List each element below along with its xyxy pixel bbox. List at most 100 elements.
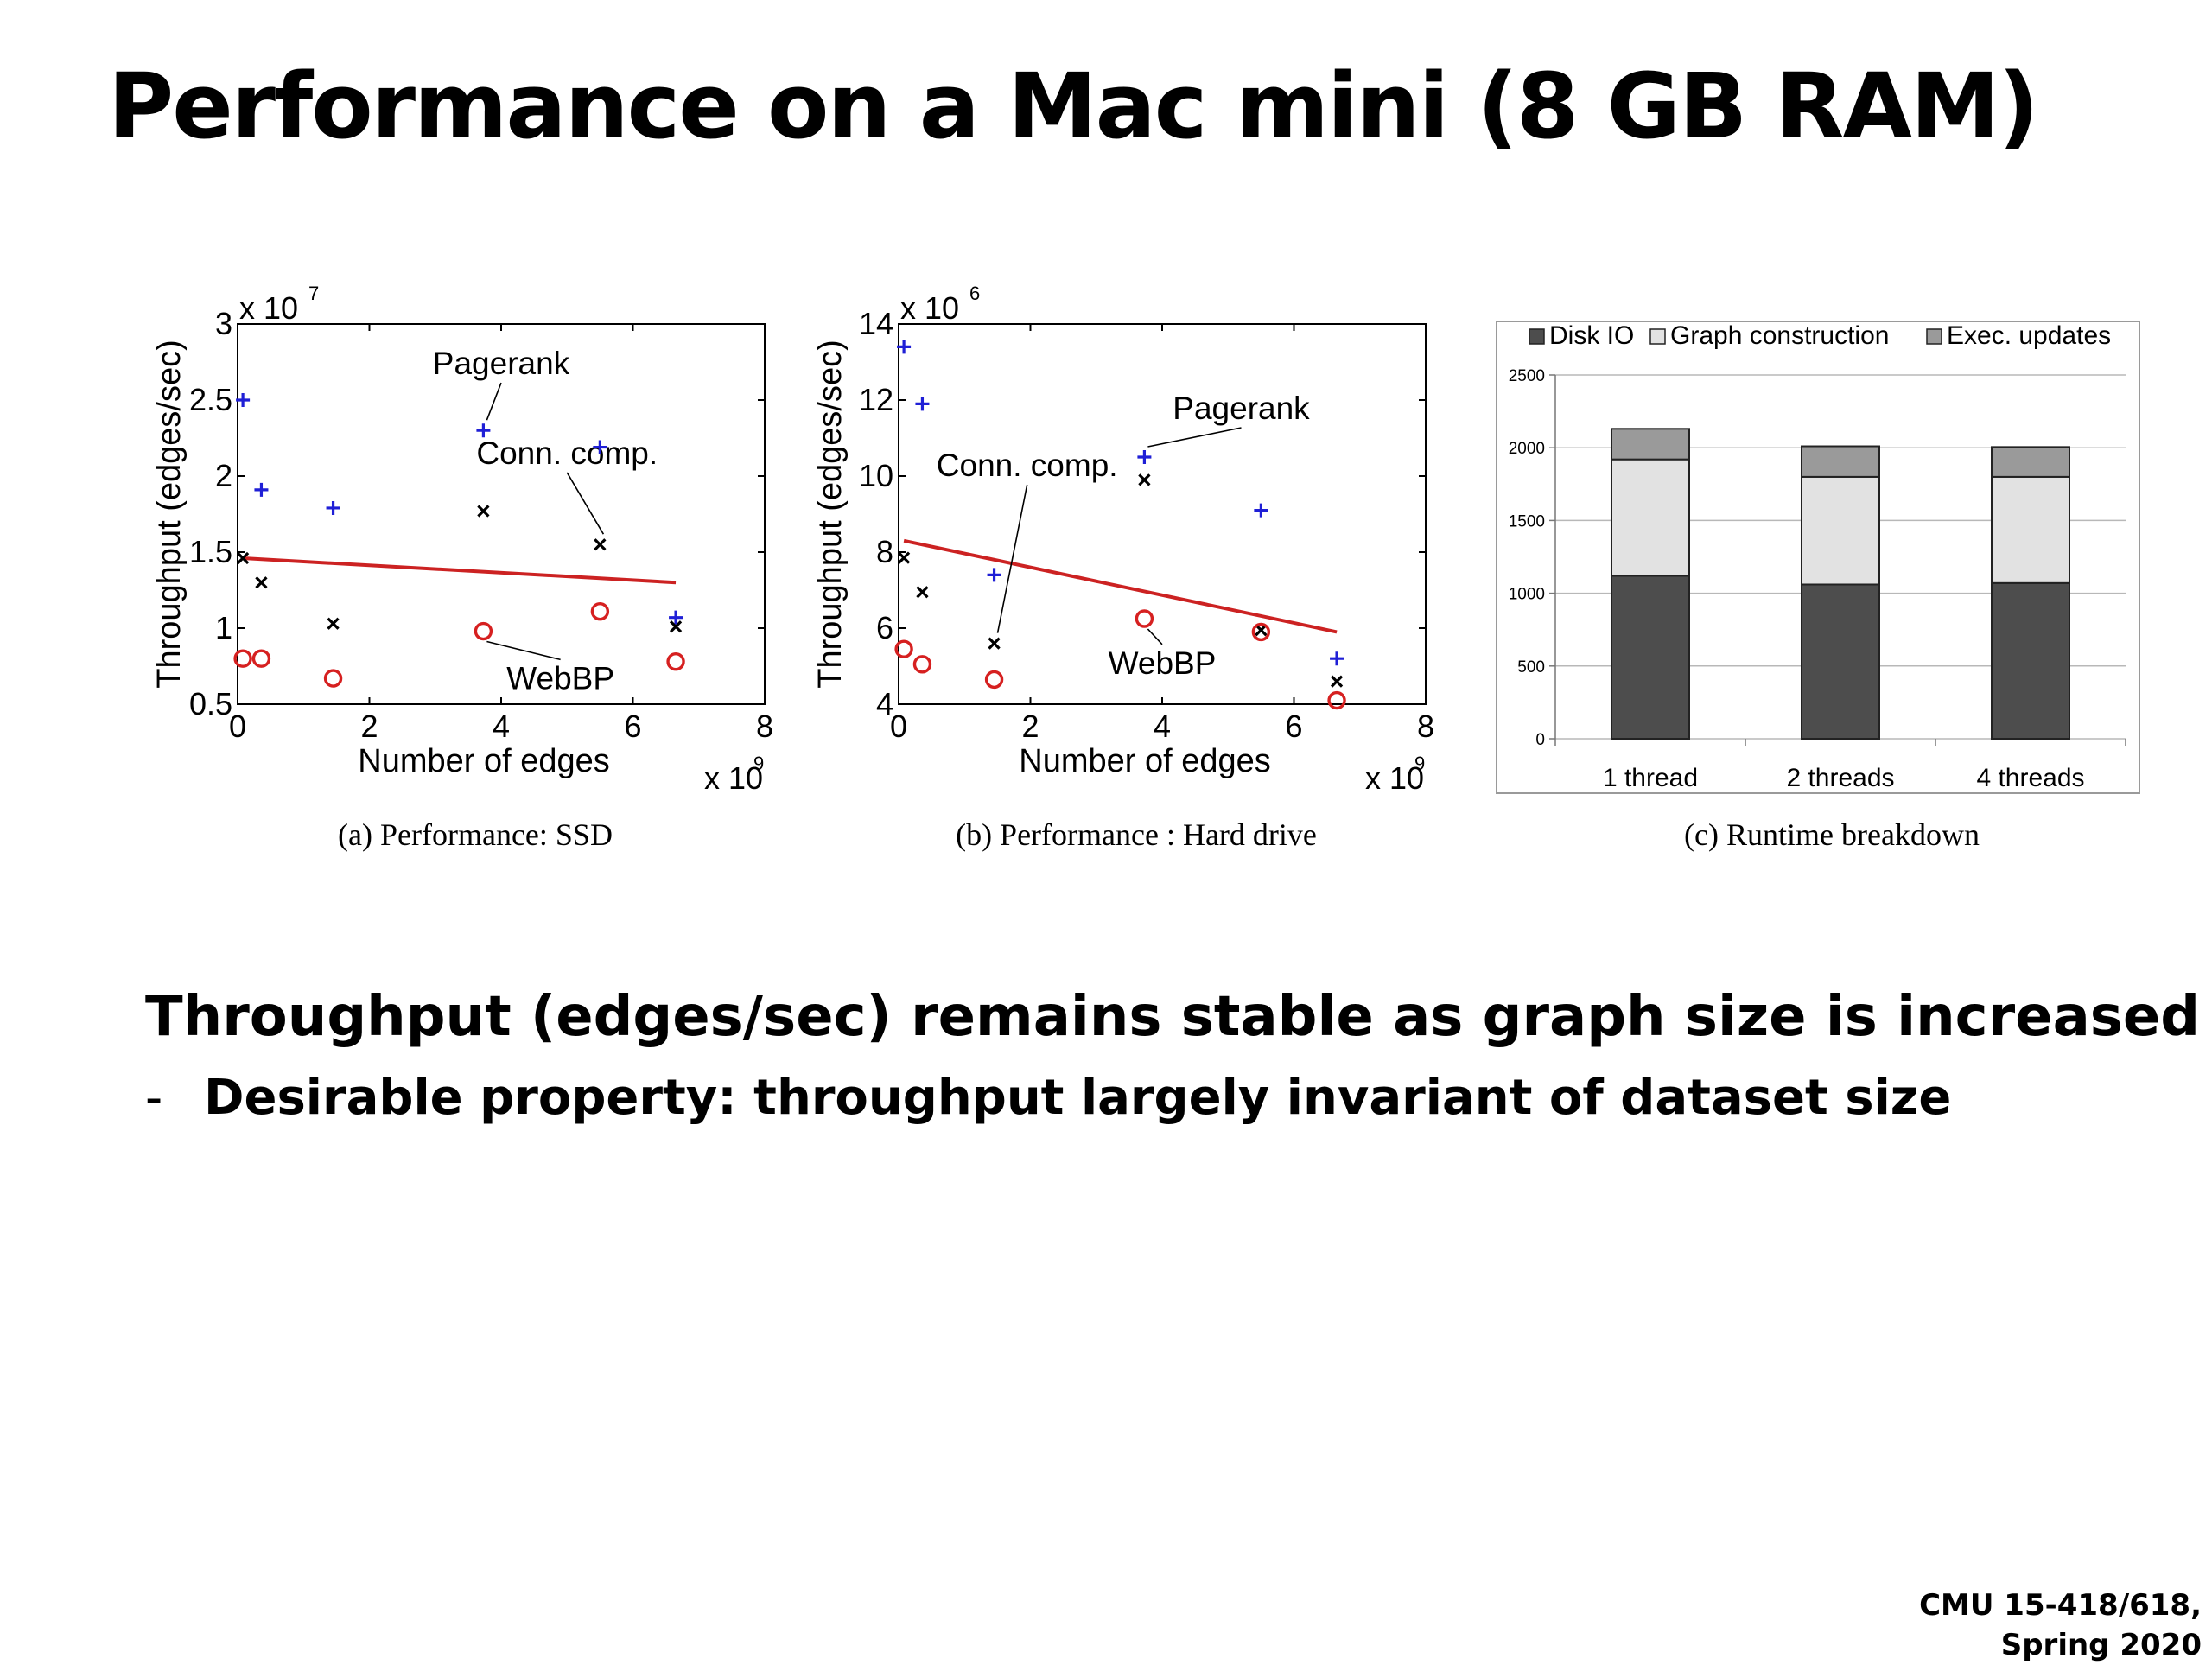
- y-tick-label: 10: [859, 458, 893, 493]
- bar-segment: [1991, 446, 2070, 478]
- x-exponent-label: 9: [753, 753, 764, 774]
- caption-c: (c) Runtime breakdown: [1684, 817, 1980, 852]
- annotation-label: WebBP: [506, 660, 614, 696]
- x-multiplier-label: x 10: [1365, 760, 1424, 796]
- y-tick-label: 4: [876, 686, 893, 721]
- data-point-pagerank: [236, 393, 251, 407]
- footer-course: CMU 15-418/618,: [1919, 1588, 2202, 1623]
- y-tick-label: 2500: [1509, 367, 1545, 385]
- x-tick-label: 8: [1417, 709, 1434, 744]
- data-point-conn-comp: [916, 586, 929, 599]
- footer-term: Spring 2020: [2000, 1628, 2202, 1662]
- data-point-webbp: [666, 652, 685, 671]
- x-multiplier-label: x 10: [704, 760, 763, 796]
- data-point-webbp: [474, 621, 493, 641]
- data-point-conn-comp: [1330, 675, 1344, 688]
- data-point-conn-comp: [594, 538, 607, 551]
- x-tick-label: 0: [890, 709, 907, 744]
- data-point-pagerank: [476, 423, 491, 438]
- data-point-pagerank: [669, 610, 683, 625]
- caption-a: (a) Performance: SSD: [338, 817, 613, 852]
- data-point-webbp: [251, 649, 271, 668]
- data-point-conn-comp: [236, 551, 250, 565]
- data-point-pagerank: [897, 340, 912, 354]
- bar-segment: [1801, 475, 1880, 586]
- data-point-webbp: [590, 601, 610, 621]
- y-tick-label: 3: [215, 306, 232, 341]
- data-point-conn-comp: [988, 637, 1001, 650]
- annotation-label: WebBP: [1109, 645, 1217, 681]
- bar-segment: [1801, 445, 1880, 478]
- figure-c: 0 500 1000 1500 2000 2500 1 thread 2 threads 4 t…: [1495, 268, 2169, 873]
- y-axis-label: Throughput (edges/sec): [812, 340, 849, 688]
- y-tick-label: 0.5: [189, 686, 232, 721]
- y-exponent-label: 6: [969, 283, 980, 304]
- bullet-main: Throughput (edges/sec) remains stable as…: [145, 985, 2201, 1049]
- x-category-label: 2 threads: [1786, 764, 1894, 792]
- annotation-label: Conn. comp.: [476, 435, 658, 471]
- footer: CMU 15-418/618, Spring 2020: [1919, 1586, 2202, 1665]
- y-tick-label: 14: [859, 306, 893, 341]
- y-tick-label: 2000: [1509, 440, 1545, 458]
- y-tick-label: 6: [876, 610, 893, 645]
- bar-segment: [1611, 458, 1690, 577]
- x-tick-label: 2: [360, 709, 378, 744]
- y-multiplier-label: x 10: [239, 290, 298, 326]
- y-tick-label: 2: [215, 458, 232, 493]
- trend-line: [242, 556, 677, 585]
- trend-line: [903, 538, 1338, 634]
- data-point-conn-comp: [327, 617, 340, 630]
- data-point-webbp: [984, 670, 1004, 690]
- x-tick-label: 0: [229, 709, 246, 744]
- annotation-arrow: [486, 382, 502, 421]
- data-point-pagerank: [1137, 450, 1152, 464]
- data-point-pagerank: [1254, 503, 1268, 518]
- data-point-pagerank: [987, 568, 1001, 582]
- data-point-conn-comp: [255, 576, 268, 589]
- data-point-webbp: [323, 669, 343, 688]
- x-category-label: 1 thread: [1603, 764, 1698, 792]
- bullet-sub-line: - Desirable property: throughput largely …: [145, 1070, 1951, 1126]
- y-tick-label: 0: [1535, 731, 1545, 749]
- bar-segment: [1801, 583, 1880, 740]
- y-tick-label: 2.5: [189, 382, 232, 417]
- data-point-pagerank: [915, 397, 930, 411]
- scatter-chart-hard-drive: 0 2 4 6 8 4 6 8 10 12 14 Number of edges Throughput …: [812, 283, 1434, 796]
- y-tick-label: 12: [859, 382, 893, 417]
- x-tick-label: 4: [1154, 709, 1171, 744]
- annotation-arrow: [486, 640, 561, 661]
- y-tick-label: 8: [876, 534, 893, 569]
- data-point-conn-comp: [897, 551, 911, 564]
- x-tick-label: 8: [756, 709, 773, 744]
- annotation-arrow: [1147, 628, 1163, 645]
- annotation-arrow: [1147, 427, 1242, 448]
- bullet-dash: -: [145, 1070, 163, 1126]
- x-category-label: 4 threads: [1976, 764, 2084, 792]
- data-point-webbp: [894, 639, 913, 658]
- annotation-label: Pagerank: [1173, 391, 1310, 426]
- y-multiplier-label: x 10: [900, 290, 959, 326]
- data-point-pagerank: [1330, 651, 1344, 666]
- figure-a: 0 2 4 6 8 0.5 1 1.5 2 2.5 3 Number of edges Throughp…: [138, 268, 812, 873]
- legend-label: Disk IO: [1549, 321, 1634, 350]
- annotation-arrow: [996, 484, 1028, 633]
- annotation-arrow: [566, 472, 605, 535]
- slide-title: Performance on a Mac mini (8 GB RAM): [108, 54, 2039, 159]
- bar-segment: [1611, 428, 1690, 461]
- x-tick-label: 4: [493, 709, 510, 744]
- data-point-pagerank: [254, 482, 269, 497]
- stacked-bar-chart-runtime: 0 500 1000 1500 2000 2500 1 thread 2 threads 4 t…: [1496, 321, 2140, 794]
- legend-label: Graph construction: [1670, 321, 1889, 350]
- bullet-sub: Desirable property: throughput largely i…: [204, 1070, 1952, 1126]
- x-axis-label: Number of edges: [358, 743, 610, 779]
- y-axis-label: Throughput (edges/sec): [151, 340, 188, 688]
- y-tick-label: 1.5: [189, 534, 232, 569]
- y-tick-label: 1: [215, 610, 232, 645]
- data-point-conn-comp: [1138, 473, 1151, 486]
- annotation-label: Pagerank: [433, 346, 570, 381]
- caption-b: (b) Performance : Hard drive: [956, 817, 1317, 852]
- data-point-webbp: [1327, 690, 1346, 710]
- figure-b: 0 2 4 6 8 4 6 8 10 12 14 Number of edges Throughput …: [799, 268, 1473, 873]
- data-point-webbp: [912, 655, 932, 674]
- y-tick-label: 1500: [1509, 512, 1545, 531]
